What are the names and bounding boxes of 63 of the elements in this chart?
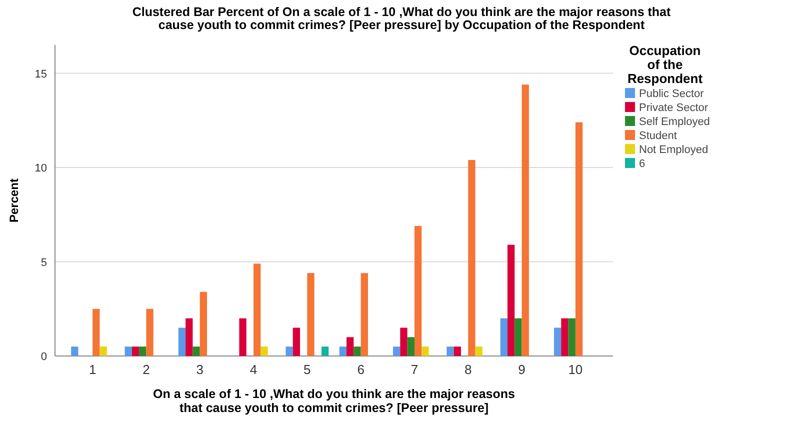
- bar: [321, 346, 329, 356]
- x-tick-label: 5: [304, 362, 311, 377]
- bar: [568, 318, 576, 356]
- legend-label: 6: [639, 158, 646, 170]
- bar: [407, 337, 414, 356]
- bar: [446, 346, 454, 356]
- x-tick-label: 4: [250, 362, 258, 377]
- bar: [71, 346, 78, 356]
- bar: [400, 328, 408, 356]
- legend-label: Self Employed: [639, 116, 710, 128]
- legend-label: Private Sector: [639, 102, 708, 114]
- x-tick-label: 9: [518, 362, 526, 377]
- y-tick-label: 10: [34, 162, 47, 175]
- y-tick-label: 5: [40, 256, 47, 269]
- bar: [286, 346, 293, 356]
- bar: [393, 346, 400, 356]
- bar: [192, 346, 200, 356]
- y-tick-label: 15: [34, 68, 47, 80]
- bar: [186, 318, 193, 356]
- bar: [360, 273, 368, 356]
- x-tick-label: 8: [464, 362, 472, 377]
- bar: [575, 122, 583, 356]
- bar: [554, 328, 562, 356]
- bar: [178, 328, 186, 356]
- bar: [139, 346, 146, 356]
- bar: [514, 318, 522, 356]
- x-tick-label: 7: [410, 362, 418, 377]
- bar: [124, 346, 132, 356]
- legend-label: Public Sector: [639, 88, 704, 100]
- bar: [346, 337, 354, 356]
- bar: [339, 346, 347, 356]
- x-tick-label: 10: [568, 362, 583, 377]
- bar: [307, 273, 314, 356]
- bar: [475, 346, 482, 356]
- x-tick-label: 3: [196, 362, 204, 377]
- legend-title: Occupation of the Respondent: [627, 43, 704, 86]
- bar: [522, 84, 529, 356]
- bar: [354, 346, 361, 356]
- bar: [260, 346, 268, 356]
- x-tick-label: 1: [88, 362, 96, 377]
- bar: [414, 226, 422, 356]
- bar: [507, 244, 515, 356]
- bar: [561, 318, 568, 356]
- bar: [468, 160, 476, 356]
- bar: [146, 308, 154, 356]
- bar: [254, 264, 261, 356]
- bar: [422, 346, 429, 356]
- x-axis-title: On a scale of 1 - 10 ,What do you think are the major reasons that cause youth to commit crimes? [Peer pressure]: [153, 387, 515, 415]
- x-tick-label: 6: [357, 362, 364, 377]
- bar: [500, 318, 508, 356]
- y-axis-title: Percent: [7, 178, 21, 223]
- bar: [292, 328, 300, 356]
- bar: [454, 346, 461, 356]
- y-tick-label: 0: [40, 351, 47, 363]
- bar: [100, 346, 107, 356]
- chart-title: Clustered Bar Percent of On a scale of 1 - 10 ,What do you think are the major reasons that cause youth to commit crimes? [Peer pressure] by Occupation of the Respondent: [132, 5, 672, 32]
- bar: [132, 346, 140, 356]
- bar: [92, 308, 100, 356]
- legend-label: Not Employed: [639, 144, 708, 156]
- bar: [239, 318, 246, 356]
- x-tick-label: 2: [142, 362, 150, 377]
- bar: [200, 292, 208, 356]
- legend-label: Student: [639, 130, 677, 142]
